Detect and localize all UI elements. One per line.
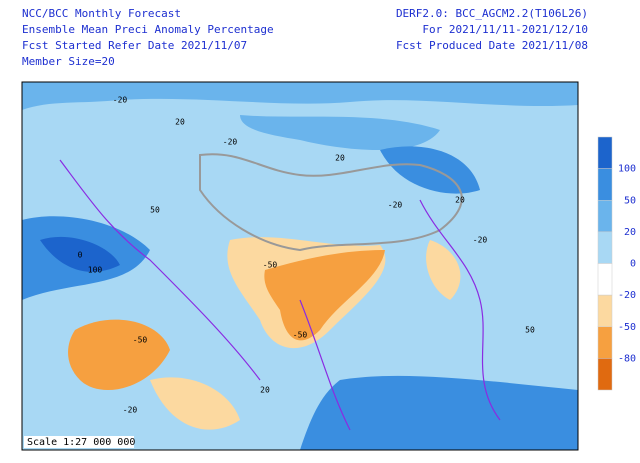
contour-label: -20 bbox=[113, 96, 128, 105]
contour-label: 20 bbox=[175, 118, 185, 127]
contour-label: -50 bbox=[293, 331, 308, 340]
contour-label: -50 bbox=[133, 336, 148, 345]
header-line: Ensemble Mean Preci Anomaly Percentage bbox=[22, 23, 274, 36]
legend-swatch bbox=[597, 168, 613, 201]
contour-label: 100 bbox=[88, 266, 103, 275]
contour-label: -20 bbox=[223, 138, 238, 147]
legend-swatch bbox=[597, 200, 613, 233]
legend-label: -80 bbox=[618, 353, 636, 364]
legend-swatch bbox=[597, 231, 613, 264]
contour-label: -20 bbox=[123, 406, 138, 415]
anomaly-area bbox=[264, 250, 385, 341]
header: NCC/BCC Monthly Forecast Ensemble Mean Pr… bbox=[22, 7, 588, 68]
legend: 100 50 20 0 -20 -50 -80 bbox=[597, 136, 636, 391]
contour-label: 50 bbox=[525, 326, 535, 335]
header-line: Fcst Produced Date 2021/11/08 bbox=[396, 39, 588, 52]
header-line: For 2021/11/11-2021/12/10 bbox=[422, 23, 588, 36]
legend-swatch bbox=[597, 358, 613, 391]
contour-label: 20 bbox=[455, 196, 465, 205]
contour-label: 20 bbox=[335, 154, 345, 163]
contour-label: -20 bbox=[473, 236, 488, 245]
legend-swatch bbox=[597, 263, 613, 296]
anomaly-area bbox=[150, 377, 240, 430]
header-line: Fcst Started Refer Date 2021/11/07 bbox=[22, 39, 247, 52]
contour-label: 50 bbox=[150, 206, 160, 215]
legend-swatch bbox=[597, 294, 613, 327]
legend-label: 50 bbox=[624, 195, 636, 206]
anomaly-area bbox=[240, 115, 440, 150]
scale: Scale 1:27 000 000 bbox=[27, 437, 135, 448]
contour-label: 20 bbox=[260, 386, 270, 395]
legend-label: -50 bbox=[618, 322, 636, 333]
legend-swatch bbox=[597, 136, 613, 169]
legend-label: 20 bbox=[624, 227, 636, 238]
anomaly-area bbox=[40, 236, 120, 272]
header-line: DERF2.0: BCC_AGCM2.2(T106L26) bbox=[396, 7, 588, 20]
contour-label: -50 bbox=[263, 261, 278, 270]
legend-label: 0 bbox=[630, 259, 636, 270]
contour-label: 0 bbox=[78, 251, 83, 260]
legend-label: -20 bbox=[618, 290, 636, 301]
border bbox=[199, 153, 463, 252]
coastline bbox=[59, 159, 501, 431]
contour-label: -20 bbox=[388, 201, 403, 210]
map-frame bbox=[21, 81, 579, 451]
legend-swatch bbox=[597, 326, 613, 359]
header-line: NCC/BCC Monthly Forecast bbox=[22, 7, 181, 20]
legend-label: 100 bbox=[618, 164, 636, 175]
contour-labels: -20 20 -20 20 -20 20 -50 50 -50 100 50 -50 -20 20 0 -20 bbox=[78, 96, 535, 415]
map: -2020-2020-2020-5050-5010050-50-20200-20… bbox=[21, 81, 579, 451]
header-line: Member Size=20 bbox=[22, 55, 115, 68]
anomaly-area bbox=[300, 375, 578, 450]
anomaly-area bbox=[426, 240, 461, 300]
anomaly-area bbox=[68, 319, 170, 390]
scale-box bbox=[24, 436, 134, 448]
anomaly-area bbox=[22, 82, 578, 110]
